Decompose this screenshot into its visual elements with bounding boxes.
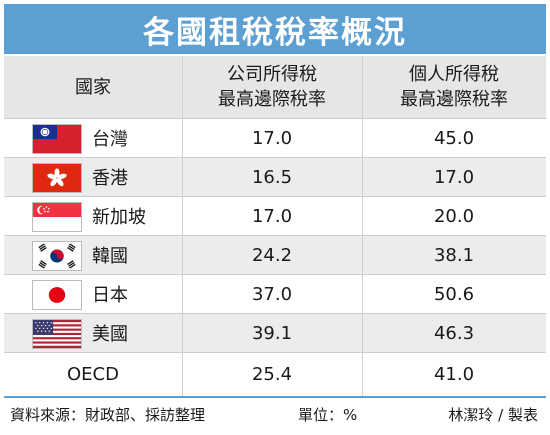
- personal-rate: 46.3: [433, 322, 475, 344]
- country-name: 台灣: [92, 129, 128, 150]
- taiwan-flag-icon: [32, 124, 82, 154]
- table-row: 台灣 17.0 45.0: [4, 118, 546, 157]
- personal-rate: 50.6: [433, 283, 475, 305]
- corporate-rate: 16.5: [251, 166, 293, 188]
- usa-flag-icon: [32, 319, 82, 349]
- personal-rate: 45.0: [433, 127, 475, 149]
- table-row: 韓國 24.2 38.1: [4, 235, 546, 274]
- page-title: 各國租稅稅率概況: [4, 4, 546, 54]
- table-row: 新加坡 17.0 20.0: [4, 196, 546, 235]
- table-row: 香港 16.5 17.0: [4, 157, 546, 196]
- country-name: 日本: [92, 285, 128, 306]
- table-header: 國家 公司所得稅 最高邊際稅率 個人所得稅 最高邊際稅率: [4, 56, 546, 118]
- country-name: 美國: [92, 324, 128, 345]
- personal-rate: 20.0: [433, 205, 475, 227]
- header-corporate-line2: 最高邊際稅率: [218, 89, 326, 110]
- unit-note: 單位：%: [298, 406, 358, 424]
- header-corporate-tax: 公司所得稅 最高邊際稅率: [182, 56, 362, 118]
- country-name: 香港: [92, 168, 128, 189]
- country-name: OECD: [67, 363, 119, 385]
- header-country: 國家: [4, 56, 182, 118]
- column-divider: [182, 56, 183, 396]
- personal-rate: 41.0: [433, 363, 475, 385]
- country-name: 新加坡: [92, 207, 146, 228]
- corporate-rate: 24.2: [251, 244, 293, 266]
- corporate-rate: 37.0: [251, 283, 293, 305]
- author-note: 林潔玲 / 製表: [448, 406, 538, 424]
- header-country-label: 國家: [75, 76, 111, 98]
- table-row: OECD 25.4 41.0: [4, 352, 546, 395]
- corporate-rate: 25.4: [251, 363, 293, 385]
- singapore-flag-icon: [32, 202, 82, 232]
- hongkong-flag-icon: [32, 163, 82, 193]
- corporate-rate: 39.1: [251, 322, 293, 344]
- header-personal-line2: 最高邊際稅率: [400, 89, 508, 110]
- japan-flag-icon: [32, 280, 82, 310]
- table-row: 美國 39.1 46.3: [4, 313, 546, 352]
- korea-flag-icon: [32, 241, 82, 271]
- table-footer: 資料來源：財政部、採訪整理 單位：% 林潔玲 / 製表: [4, 396, 546, 434]
- personal-rate: 38.1: [433, 244, 475, 266]
- column-divider: [362, 56, 363, 396]
- corporate-rate: 17.0: [251, 205, 293, 227]
- header-personal-tax: 個人所得稅 最高邊際稅率: [362, 56, 546, 118]
- personal-rate: 17.0: [433, 166, 475, 188]
- corporate-rate: 17.0: [251, 127, 293, 149]
- table-row: 日本 37.0 50.6: [4, 274, 546, 313]
- header-personal-line1: 個人所得稅: [409, 64, 499, 85]
- country-name: 韓國: [92, 246, 128, 267]
- header-corporate-line1: 公司所得稅: [227, 64, 317, 85]
- source-note: 資料來源：財政部、採訪整理: [10, 406, 206, 424]
